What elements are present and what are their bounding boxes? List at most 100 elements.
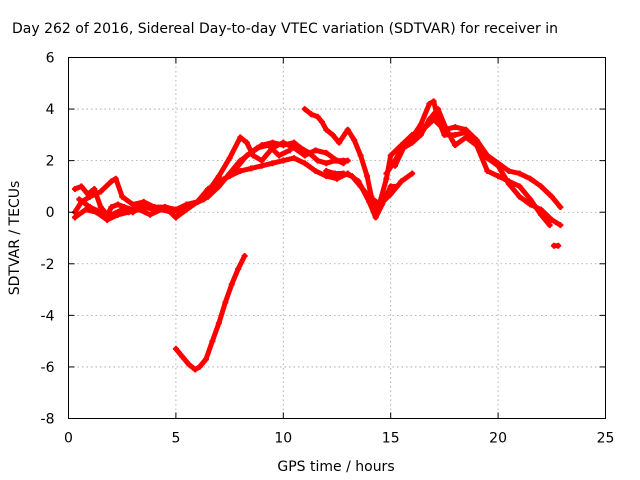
data-point bbox=[349, 173, 356, 180]
data-point bbox=[108, 204, 115, 211]
data-point bbox=[235, 265, 242, 272]
data-point bbox=[179, 353, 186, 360]
data-point bbox=[312, 167, 319, 174]
data-point bbox=[125, 209, 132, 216]
data-point bbox=[417, 121, 424, 128]
data-point bbox=[357, 183, 364, 190]
data-point bbox=[357, 152, 364, 159]
data-point bbox=[104, 216, 111, 223]
data-point bbox=[215, 320, 222, 327]
series-track-f bbox=[383, 98, 563, 228]
x-tick-label: 5 bbox=[171, 431, 180, 447]
data-point bbox=[548, 193, 555, 200]
data-point bbox=[237, 167, 244, 174]
data-point bbox=[548, 216, 555, 223]
data-point bbox=[323, 126, 330, 133]
y-axis-title: SDTVAR / TECUs bbox=[7, 181, 23, 296]
data-point bbox=[280, 139, 287, 146]
data-point bbox=[241, 253, 248, 260]
data-point bbox=[248, 165, 255, 172]
data-point bbox=[222, 299, 229, 306]
x-tick-label: 20 bbox=[489, 431, 507, 447]
plot-area bbox=[71, 98, 564, 373]
data-point bbox=[527, 175, 534, 182]
data-point bbox=[265, 142, 272, 149]
data-point bbox=[258, 157, 265, 164]
data-point bbox=[291, 155, 298, 162]
data-point bbox=[546, 222, 553, 229]
data-point bbox=[233, 165, 240, 172]
data-point bbox=[82, 206, 89, 213]
data-point bbox=[157, 206, 164, 213]
data-point bbox=[200, 196, 207, 203]
data-point bbox=[426, 116, 433, 123]
y-tick-label: 0 bbox=[46, 205, 55, 221]
y-tick-label: -6 bbox=[41, 360, 55, 376]
data-point bbox=[372, 214, 379, 221]
x-tick-label: 0 bbox=[64, 431, 73, 447]
data-point bbox=[557, 222, 564, 229]
data-point bbox=[372, 209, 379, 216]
data-point bbox=[527, 196, 534, 203]
data-point bbox=[434, 106, 441, 113]
data-point bbox=[147, 211, 154, 218]
data-point bbox=[97, 188, 104, 195]
data-point bbox=[291, 144, 298, 151]
y-tick-label: 2 bbox=[46, 154, 55, 170]
data-point bbox=[71, 214, 78, 221]
data-point bbox=[93, 209, 100, 216]
data-point bbox=[516, 183, 523, 190]
data-point bbox=[340, 160, 347, 167]
series-track-h bbox=[323, 168, 415, 207]
chart-title: Day 262 of 2016, Sidereal Day-to-day VTE… bbox=[12, 21, 558, 37]
data-point bbox=[516, 170, 523, 177]
data-point bbox=[462, 129, 469, 136]
data-point bbox=[71, 186, 78, 193]
data-point bbox=[364, 173, 371, 180]
data-point bbox=[237, 134, 244, 141]
y-tick-label: 4 bbox=[46, 102, 55, 118]
data-point bbox=[91, 186, 98, 193]
data-point bbox=[336, 139, 343, 146]
data-point bbox=[314, 113, 321, 120]
data-point bbox=[383, 170, 390, 177]
data-point bbox=[228, 281, 235, 288]
x-tick-label: 15 bbox=[382, 431, 400, 447]
data-point bbox=[222, 175, 229, 182]
data-point bbox=[112, 175, 119, 182]
data-point bbox=[538, 211, 545, 218]
data-point bbox=[323, 149, 330, 156]
data-point bbox=[140, 201, 147, 208]
data-point bbox=[366, 193, 373, 200]
y-tick-label: -2 bbox=[41, 257, 55, 273]
data-point bbox=[97, 204, 104, 211]
data-point bbox=[398, 178, 405, 185]
data-point bbox=[172, 214, 179, 221]
y-tick-label: -4 bbox=[41, 308, 55, 324]
data-point bbox=[76, 196, 83, 203]
data-point bbox=[205, 186, 212, 193]
data-point bbox=[318, 118, 325, 125]
data-point bbox=[484, 167, 491, 174]
data-point bbox=[441, 131, 448, 138]
data-point bbox=[443, 126, 450, 133]
data-point bbox=[314, 157, 321, 164]
data-point bbox=[400, 144, 407, 151]
data-point bbox=[185, 361, 192, 368]
x-tick-label: 25 bbox=[597, 431, 615, 447]
data-point bbox=[301, 152, 308, 159]
data-point bbox=[280, 157, 287, 164]
data-point bbox=[387, 191, 394, 198]
data-point bbox=[301, 106, 308, 113]
data-point bbox=[505, 178, 512, 185]
y-tick-label: 6 bbox=[46, 51, 55, 67]
data-point bbox=[269, 139, 276, 146]
data-point bbox=[376, 201, 383, 208]
data-point bbox=[192, 366, 199, 373]
data-point bbox=[323, 173, 330, 180]
data-point bbox=[269, 160, 276, 167]
data-point bbox=[344, 157, 351, 164]
data-point bbox=[387, 152, 394, 159]
axis-ticks: 0 5 10 15 20 25 -8 -6 -4 -2 0 2 4 6 bbox=[41, 51, 615, 447]
